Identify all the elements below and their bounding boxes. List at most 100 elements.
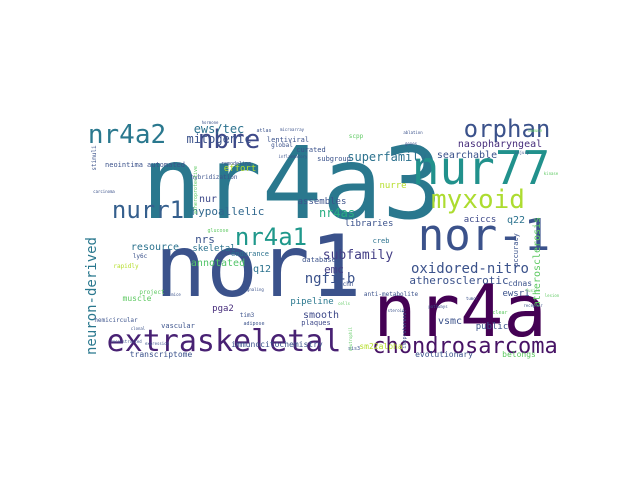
cloud-word: vascular — [161, 322, 195, 330]
cloud-word: muscle — [123, 294, 152, 303]
cloud-word: fusion — [526, 288, 541, 293]
cloud-word: nor-1 — [418, 210, 550, 261]
cloud-word: isoproterenol — [402, 309, 408, 348]
cloud-word: hormone — [202, 120, 219, 125]
cloud-word: anti-metabolite — [364, 291, 419, 298]
cloud-word: accuracy — [512, 233, 520, 267]
cloud-word: microarray — [280, 127, 305, 132]
cloud-word: nrs — [195, 233, 215, 246]
cloud-word: subgroup — [317, 155, 351, 163]
cloud-word: stimuli — [91, 145, 98, 171]
cloud-word: hypoallelic — [192, 205, 265, 218]
cloud-word: glucose — [207, 228, 228, 234]
cloud-word: ewsr1 — [502, 289, 529, 299]
cloud-word: signaling — [242, 287, 264, 292]
cloud-word: lentiviral — [267, 136, 309, 144]
cloud-word: database — [302, 256, 336, 264]
cloud-word: nbre — [198, 125, 261, 155]
cloud-word: nur — [199, 194, 217, 205]
cloud-word: nurr1 — [112, 196, 184, 224]
cloud-word: chondrosarcoma — [372, 334, 557, 359]
cloud-word: plaques — [301, 319, 331, 327]
cloud-word: skeletal — [192, 244, 235, 254]
cloud-word: immunocitochemistry — [231, 340, 323, 349]
cloud-word: adipose — [243, 321, 264, 327]
cloud-word: receptor — [523, 303, 543, 308]
cloud-word: belongs — [502, 350, 536, 359]
cloud-word: genes — [405, 141, 418, 146]
cloud-word: pipeline — [290, 297, 333, 307]
cloud-word: q12 — [253, 264, 271, 275]
cloud-word: public — [476, 322, 509, 332]
cloud-word: emc — [324, 263, 344, 276]
cloud-word: atlas — [256, 128, 271, 134]
cloud-word: carcinoma — [93, 189, 115, 194]
cloud-word: nr4as — [319, 206, 355, 220]
cloud-word: neuron-derived — [84, 237, 100, 355]
cloud-word: curated — [296, 146, 326, 154]
cloud-word: automated — [147, 161, 185, 169]
cloud-word: effort — [224, 164, 257, 174]
cloud-word: injury — [515, 150, 530, 155]
cloud-word: mitogenic — [186, 132, 251, 146]
cloud-word: nor1 — [154, 217, 361, 317]
cloud-word: clonal — [131, 326, 146, 331]
cloud-word: ews/tec — [194, 122, 245, 136]
cloud-word: hemicircular — [94, 317, 138, 324]
cloud-word: neointima — [105, 161, 143, 169]
cloud-word: steroid — [388, 308, 405, 313]
cloud-word: ly6c — [133, 253, 148, 260]
cloud-word: nur77 — [412, 141, 550, 195]
cloud-word: nr4a — [373, 269, 546, 353]
cloud-word: chn — [343, 281, 354, 288]
cloud-word: remodeling — [221, 161, 251, 167]
cloud-word: cells — [338, 301, 351, 306]
cloud-word: orphan — [464, 115, 551, 143]
cloud-word: superfamily — [347, 150, 426, 164]
cloud-word: libraries — [345, 219, 394, 229]
wordcloud-frame — [81, 117, 564, 364]
cloud-word: expression — [145, 341, 170, 346]
cloud-word: extraskeletal — [107, 324, 342, 359]
cloud-word: scpp — [349, 133, 364, 140]
cloud-word: nurre — [379, 181, 406, 191]
cloud-word: inflammatory — [279, 154, 308, 159]
cloud-word: q22 — [507, 215, 525, 226]
cloud-word: transcriptome — [130, 350, 193, 359]
cloud-word: hybridization — [191, 174, 238, 181]
cloud-word: nr4a1 — [235, 223, 307, 251]
cloud-word: searchable — [437, 150, 497, 161]
cloud-word: project — [139, 289, 165, 296]
cloud-word: tumor — [466, 296, 479, 301]
cloud-word: nr4a2 — [88, 120, 166, 150]
cloud-word: lesion — [545, 293, 560, 298]
cloud-word: assembles — [298, 197, 347, 207]
cloud-word: nr4a3 — [141, 125, 442, 242]
cloud-word: immune — [528, 128, 543, 133]
cloud-word: rapidly — [113, 263, 139, 270]
cloud-word: atherosclerosis — [532, 217, 543, 307]
cloud-word: resource — [131, 242, 179, 253]
cloud-word: cdnas — [508, 279, 532, 288]
cloud-word: subfamily — [323, 248, 394, 263]
cloud-word: sm22alpha — [359, 342, 403, 351]
cloud-word: myxoid — [431, 185, 525, 215]
cloud-word: clear — [492, 310, 507, 316]
cloud-word: neutrophil — [348, 326, 353, 351]
cloud-word: sis3 — [348, 346, 360, 352]
cloud-word: pathways — [428, 304, 448, 309]
cloud-word: smooth — [303, 310, 339, 321]
cloud-word: mice — [171, 292, 181, 297]
cloud-word: atheroprotective — [193, 166, 199, 214]
cloud-word: reconstructed — [110, 339, 142, 344]
cloud-word: pga2 — [212, 304, 234, 314]
cloud-word: evolutionary — [415, 350, 473, 359]
cloud-word: endurance — [231, 250, 269, 258]
cloud-word: ablation — [403, 130, 423, 135]
cloud-word: aciccs — [464, 215, 497, 225]
cloud-word: atherosclerotic — [409, 274, 508, 287]
cloud-word: oxidored-nitro — [411, 261, 529, 277]
cloud-word: tim3 — [240, 312, 255, 319]
